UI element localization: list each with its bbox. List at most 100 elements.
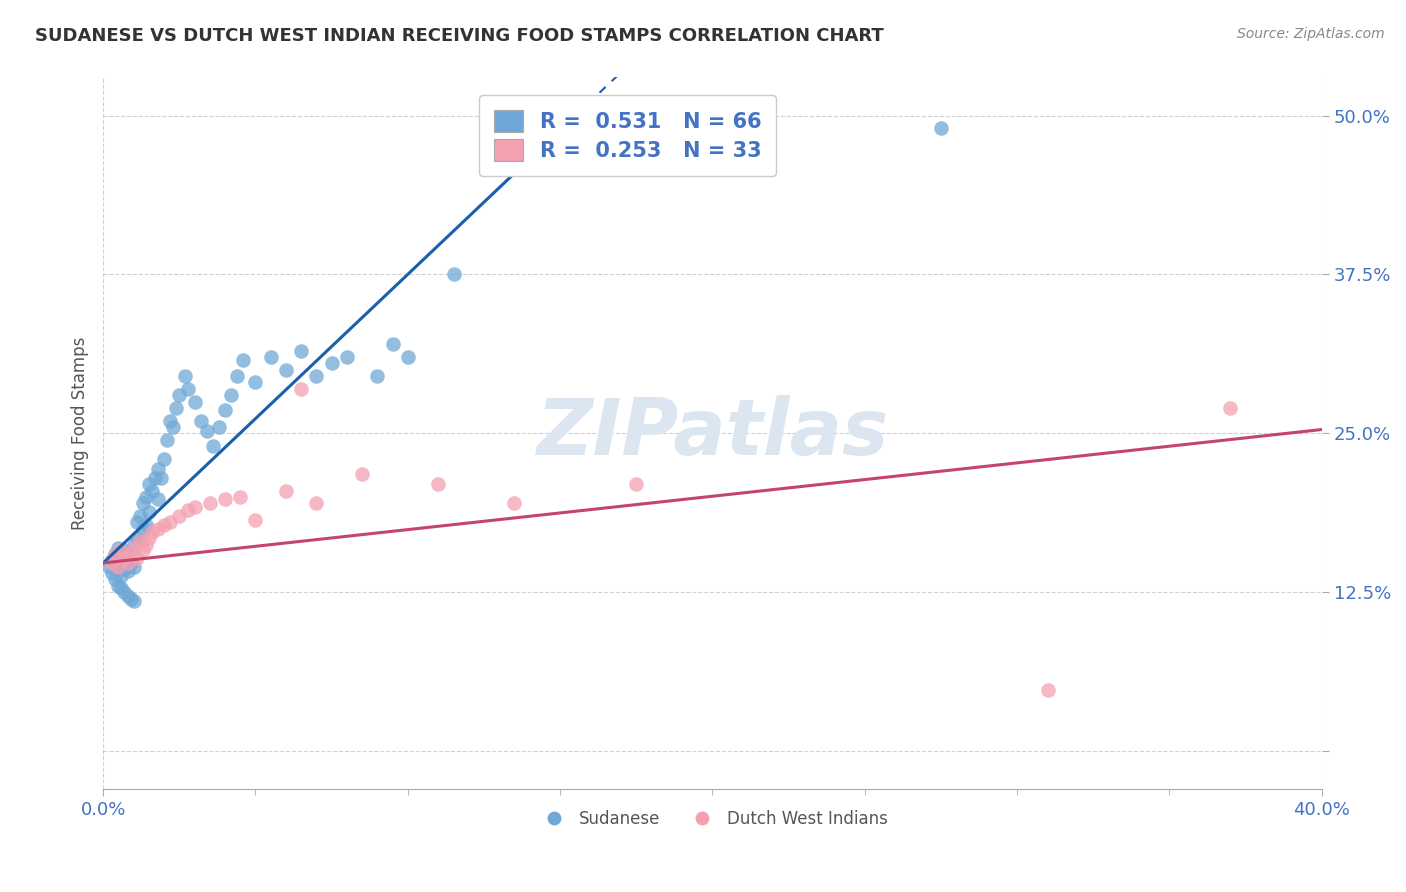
Point (190, 414, 212, 428)
Point (128, 534, 150, 549)
Point (229, 490, 252, 504)
Point (290, 382, 312, 396)
Point (138, 505, 160, 519)
Point (101, 566, 124, 581)
Point (122, 541, 145, 555)
Point (177, 382, 200, 396)
Point (201, 439, 224, 453)
Point (274, 363, 297, 377)
Point (135, 490, 157, 504)
Point (183, 500, 205, 514)
Point (125, 550, 148, 565)
Point (114, 585, 136, 599)
Point (321, 356, 343, 370)
Point (104, 547, 127, 561)
Point (290, 343, 312, 358)
Text: SUDANESE VS DUTCH WEST INDIAN RECEIVING FOOD STAMPS CORRELATION CHART: SUDANESE VS DUTCH WEST INDIAN RECEIVING … (35, 27, 884, 45)
Point (427, 477, 450, 491)
Point (104, 547, 127, 561)
Point (219, 388, 242, 402)
Point (117, 546, 139, 560)
Point (141, 483, 163, 498)
Point (107, 579, 129, 593)
Point (929, 121, 952, 136)
Point (1036, 683, 1059, 698)
Point (132, 543, 155, 558)
Point (122, 559, 145, 574)
Point (125, 531, 148, 545)
Point (114, 550, 136, 565)
Point (120, 547, 142, 561)
Point (245, 513, 267, 527)
Point (101, 556, 124, 570)
Point (195, 424, 218, 438)
Point (128, 508, 150, 523)
Point (132, 522, 155, 536)
Point (177, 502, 200, 516)
Point (214, 403, 236, 417)
Point (114, 543, 136, 558)
Point (107, 556, 129, 570)
Point (156, 433, 179, 447)
Point (153, 451, 176, 466)
Point (143, 471, 166, 485)
Point (110, 543, 132, 558)
Point (146, 462, 169, 476)
Legend: Sudanese, Dutch West Indians: Sudanese, Dutch West Indians (530, 803, 894, 834)
Point (198, 496, 221, 510)
Point (366, 369, 388, 384)
Point (138, 477, 160, 491)
Point (98, 559, 121, 574)
Point (232, 352, 254, 367)
Point (135, 517, 157, 532)
Point (120, 591, 142, 606)
Point (352, 467, 374, 481)
Point (162, 420, 184, 434)
Point (305, 369, 328, 384)
Point (174, 369, 197, 384)
Point (305, 496, 328, 510)
Point (443, 268, 465, 282)
Point (159, 516, 181, 530)
Point (114, 562, 136, 576)
Point (626, 477, 648, 491)
Point (146, 492, 169, 507)
Point (110, 568, 132, 582)
Point (117, 556, 139, 570)
Point (110, 582, 132, 596)
Point (381, 337, 404, 351)
Point (1219, 401, 1241, 415)
Point (214, 492, 236, 507)
Point (110, 550, 132, 565)
Point (260, 350, 283, 364)
Point (117, 564, 139, 578)
Point (132, 496, 155, 510)
Y-axis label: Receiving Food Stamps: Receiving Food Stamps (72, 336, 89, 530)
Point (153, 517, 176, 532)
Point (274, 483, 297, 498)
Point (336, 350, 359, 364)
Point (141, 525, 163, 540)
Point (107, 559, 129, 574)
Point (104, 573, 127, 587)
Point (503, 496, 526, 510)
Point (159, 414, 181, 428)
Text: Source: ZipAtlas.com: Source: ZipAtlas.com (1237, 27, 1385, 41)
Point (150, 471, 173, 485)
Point (138, 531, 160, 545)
Point (120, 556, 142, 570)
Point (125, 516, 148, 530)
Point (165, 401, 187, 415)
Point (208, 420, 231, 434)
Text: ZIPatlas: ZIPatlas (536, 395, 889, 471)
Point (101, 553, 124, 567)
Point (128, 534, 150, 549)
Point (122, 594, 145, 608)
Point (169, 508, 191, 523)
Point (122, 538, 145, 552)
Point (146, 522, 169, 536)
Point (183, 394, 205, 409)
Point (396, 350, 419, 364)
Point (245, 376, 267, 390)
Point (169, 388, 191, 402)
